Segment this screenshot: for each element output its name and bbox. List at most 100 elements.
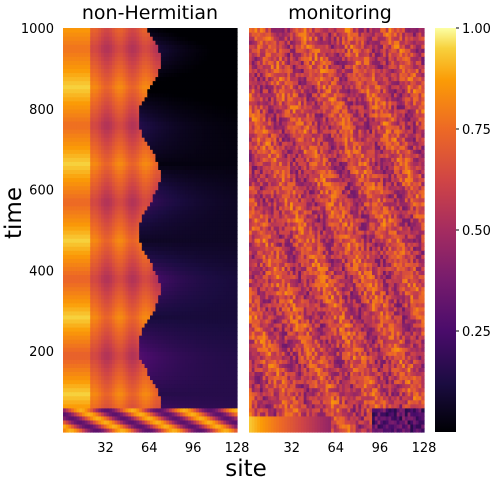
heatmap-cell-non-hermitian (98, 234, 102, 239)
heatmap-cell-non-hermitian (217, 225, 222, 231)
heatmap-cell-non-hermitian (217, 379, 222, 385)
heatmap-cell-non-hermitian (223, 371, 227, 377)
heatmap-cell-non-hermitian (106, 230, 110, 235)
heatmap-cell-non-hermitian (220, 298, 225, 304)
heatmap-cell-non-hermitian (130, 335, 135, 340)
heatmap-cell-non-hermitian (150, 314, 154, 320)
heatmap-cell-non-hermitian (109, 391, 113, 397)
heatmap-cell-non-hermitian (130, 254, 135, 259)
heatmap-cell-non-hermitian (160, 343, 165, 348)
heatmap-cell-non-hermitian (76, 225, 80, 231)
heatmap-cell-non-hermitian (73, 181, 78, 187)
heatmap-cell-non-hermitian (166, 294, 170, 300)
heatmap-cell-non-hermitian (182, 371, 186, 377)
heatmap-cell-non-hermitian (155, 355, 159, 360)
heatmap-cell-non-hermitian (111, 306, 116, 312)
heatmap-cell-non-hermitian (92, 347, 97, 352)
heatmap-cell-non-hermitian (204, 225, 208, 231)
heatmap-cell-non-hermitian (158, 355, 162, 360)
heatmap-cell-non-hermitian (76, 331, 80, 336)
heatmap-cell-non-hermitian (223, 383, 227, 389)
heatmap-cell-non-hermitian (76, 314, 80, 320)
heatmap-cell-non-hermitian (111, 290, 116, 296)
heatmap-cell-non-hermitian (231, 213, 235, 219)
heatmap-cell-non-hermitian (231, 181, 235, 187)
heatmap-cell-non-hermitian (223, 258, 227, 263)
heatmap-cell-non-hermitian (114, 347, 118, 352)
heatmap-cell-non-hermitian (79, 165, 83, 170)
heatmap-cell-non-hermitian (68, 266, 72, 271)
heatmap-cell-non-hermitian (87, 165, 91, 170)
heatmap-cell-non-hermitian (109, 213, 113, 219)
heatmap-cell-non-hermitian (188, 213, 192, 219)
heatmap-cell-non-hermitian (190, 234, 195, 239)
heatmap-cell-non-hermitian (190, 359, 195, 364)
heatmap-cell-non-hermitian (133, 242, 138, 247)
heatmap-cell-non-hermitian (182, 427, 186, 433)
heatmap-cell-non-hermitian (136, 246, 140, 251)
heatmap-cell-non-hermitian (139, 298, 143, 304)
heatmap-cell-non-hermitian (204, 197, 208, 203)
heatmap-cell-non-hermitian (201, 411, 205, 417)
heatmap-cell-non-hermitian (207, 306, 211, 312)
heatmap-cell-non-hermitian (133, 266, 138, 271)
heatmap-cell-non-hermitian (79, 217, 83, 223)
heatmap-cell-non-hermitian (73, 403, 78, 409)
heatmap-cell-non-hermitian (196, 209, 200, 215)
heatmap-cell-non-hermitian (117, 205, 121, 211)
heatmap-cell-non-hermitian (84, 423, 89, 429)
heatmap-cell-non-hermitian (128, 387, 132, 393)
heatmap-cell-non-hermitian (169, 351, 173, 356)
heatmap-cell-non-hermitian (207, 177, 211, 183)
heatmap-cell-non-hermitian (234, 234, 238, 239)
heatmap-cell-non-hermitian (139, 185, 143, 191)
heatmap-cell-non-hermitian (155, 177, 159, 183)
heatmap-cell-non-hermitian (111, 246, 116, 251)
heatmap-cell-non-hermitian (106, 221, 110, 227)
heatmap-cell-non-hermitian (177, 294, 181, 300)
heatmap-cell-non-hermitian (139, 262, 143, 267)
heatmap-cell-non-hermitian (228, 367, 233, 372)
heatmap-cell-non-hermitian (106, 310, 110, 316)
heatmap-cell-non-hermitian (215, 355, 219, 360)
heatmap-cell-non-hermitian (204, 339, 208, 344)
heatmap-cell-non-hermitian (171, 387, 176, 393)
heatmap-cell-non-hermitian (79, 298, 83, 304)
heatmap-cell-non-hermitian (109, 254, 113, 259)
heatmap-cell-non-hermitian (215, 318, 219, 324)
heatmap-cell-non-hermitian (155, 298, 159, 304)
heatmap-cell-non-hermitian (90, 355, 94, 360)
heatmap-cell-non-hermitian (158, 213, 162, 219)
heatmap-cell-non-hermitian (101, 181, 105, 187)
heatmap-cell-non-hermitian (120, 351, 124, 356)
heatmap-cell-non-hermitian (111, 298, 116, 304)
heatmap-cell-non-hermitian (87, 217, 91, 223)
heatmap-cell-non-hermitian (201, 371, 205, 377)
heatmap-cell-non-hermitian (82, 161, 86, 166)
heatmap-cell-non-hermitian (177, 403, 181, 409)
heatmap-cell-non-hermitian (106, 282, 110, 288)
heatmap-cell-non-hermitian (139, 201, 143, 207)
heatmap-cell-non-hermitian (101, 209, 105, 215)
heatmap-cell-non-hermitian (228, 230, 233, 235)
heatmap-cell-non-hermitian (111, 189, 116, 195)
heatmap-cell-non-hermitian (122, 335, 127, 340)
heatmap-cell-non-hermitian (158, 419, 162, 425)
heatmap-cell-non-hermitian (141, 165, 146, 170)
heatmap-cell-non-hermitian (163, 407, 167, 413)
heatmap-cell-non-hermitian (141, 339, 146, 344)
heatmap-cell-non-hermitian (223, 339, 227, 344)
heatmap-cell-non-hermitian (196, 391, 200, 397)
heatmap-cell-non-hermitian (223, 326, 227, 332)
heatmap-cell-non-hermitian (198, 399, 203, 405)
heatmap-cell-non-hermitian (231, 395, 235, 401)
heatmap-cell-non-hermitian (125, 270, 129, 276)
heatmap-cell-non-hermitian (133, 213, 138, 219)
heatmap-cell-non-hermitian (163, 213, 167, 219)
heatmap-cell-non-hermitian (160, 266, 165, 271)
heatmap-cell-non-hermitian (90, 213, 94, 219)
heatmap-cell-non-hermitian (76, 395, 80, 401)
heatmap-cell-non-hermitian (190, 258, 195, 263)
heatmap-cell-non-hermitian (109, 262, 113, 267)
heatmap-cell-non-hermitian (228, 242, 233, 247)
